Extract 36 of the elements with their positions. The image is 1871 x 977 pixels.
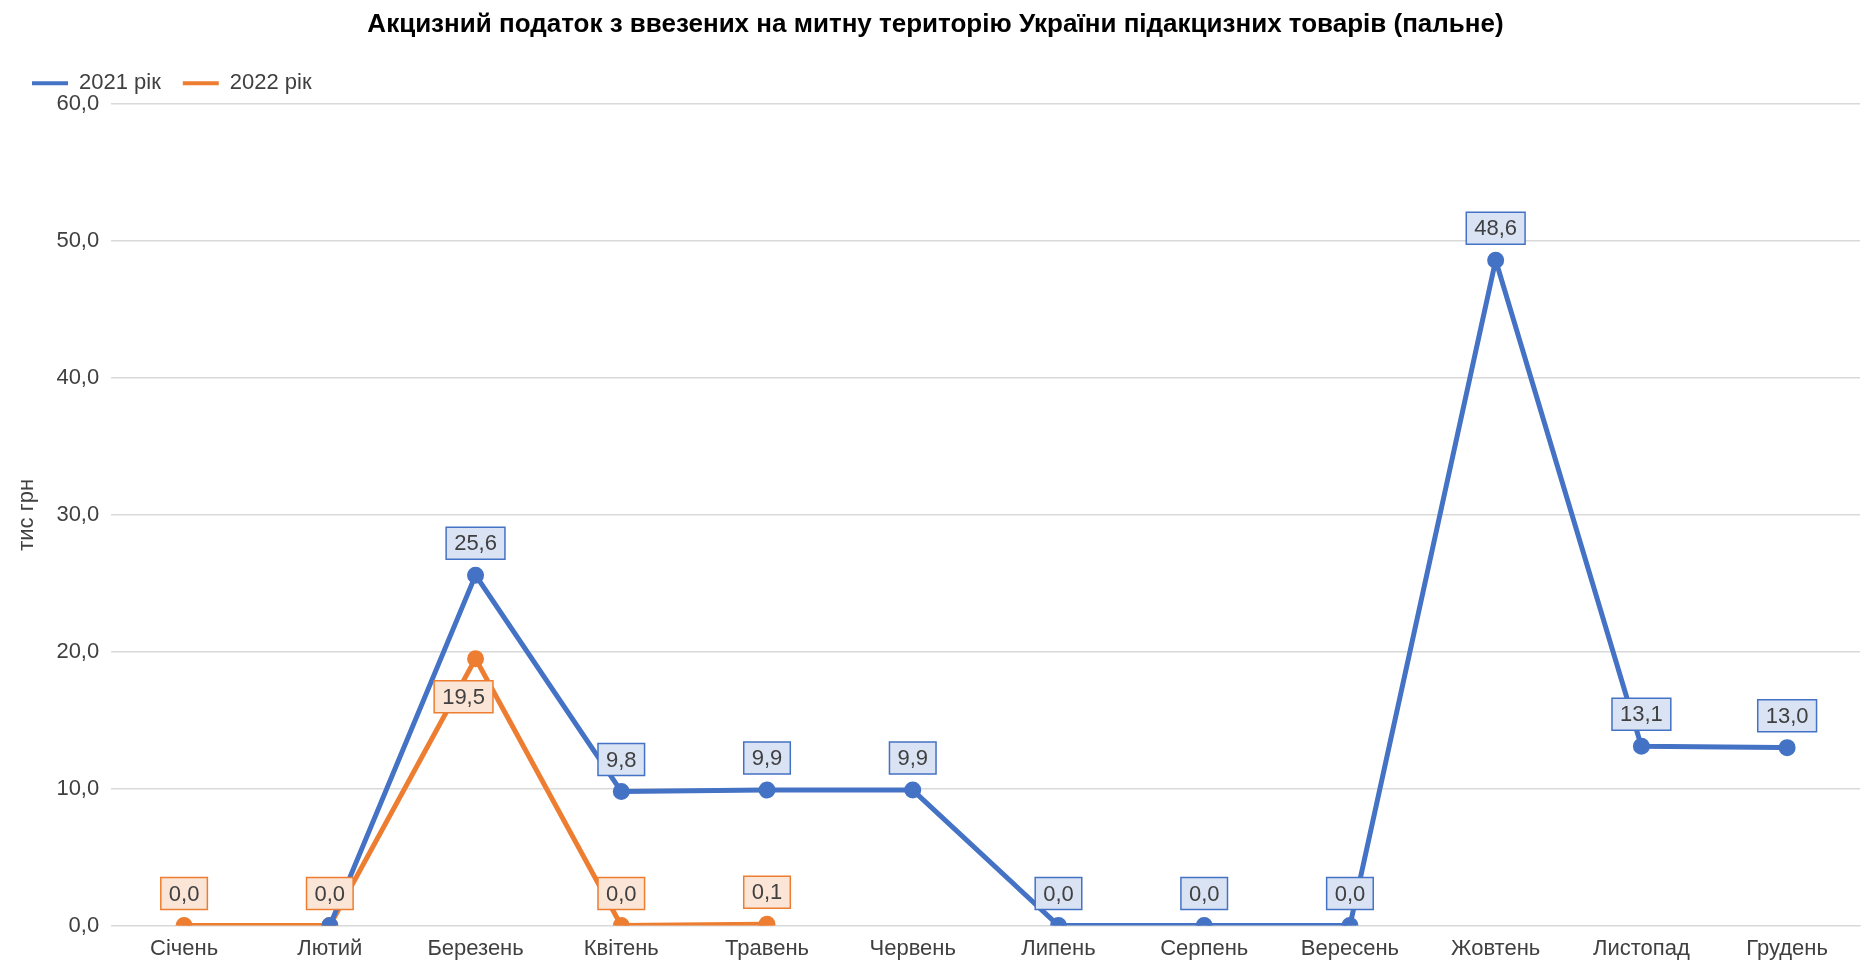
x-tick-label: Лютий [297,934,363,960]
data-label: 0,0 [168,880,200,906]
data-label: 25,6 [454,530,497,556]
data-label: 9,9 [751,745,783,771]
data-label: 0,1 [751,879,783,905]
y-tick-label: 50,0 [56,227,100,253]
y-tick-label: 40,0 [56,364,100,390]
x-tick-label: Липень [1021,934,1096,960]
data-label: 9,9 [897,745,929,771]
y-axis-title: тис грн [13,478,39,551]
x-tick-label: Березень [427,934,524,960]
chart-title: Акцизний податок з ввезених на митну територію України підакцизних товарів (пальне) [367,7,1504,38]
x-tick-label: Листопад [1593,934,1690,960]
x-tick-label: Квітень [583,934,659,960]
x-tick-label: Вересень [1300,934,1400,960]
data-label: 0,0 [605,880,637,906]
data-label: 13,0 [1765,702,1809,728]
y-tick-label: 30,0 [56,500,100,526]
data-label: 0,0 [1188,880,1220,906]
x-tick-label: Жовтень [1451,934,1541,960]
data-label: 48,6 [1474,215,1518,241]
data-label: 13,1 [1619,701,1663,727]
data-label: 0,0 [314,880,346,906]
x-tick-label: Січень [150,934,219,960]
y-tick-label: 0,0 [68,911,100,937]
data-label: 19,5 [442,683,485,709]
data-label: 0,0 [1043,880,1074,906]
y-tick-label: 20,0 [56,637,100,663]
y-tick-label: 10,0 [56,774,100,800]
data-label: 0,0 [1334,880,1366,906]
data-label: 9,8 [605,746,637,772]
x-tick-label: Травень [725,934,809,960]
legend-label: 2022 рік [229,69,312,95]
x-tick-label: Грудень [1746,934,1828,960]
x-tick-label: Серпень [1160,934,1249,960]
x-tick-label: Червень [869,934,956,960]
